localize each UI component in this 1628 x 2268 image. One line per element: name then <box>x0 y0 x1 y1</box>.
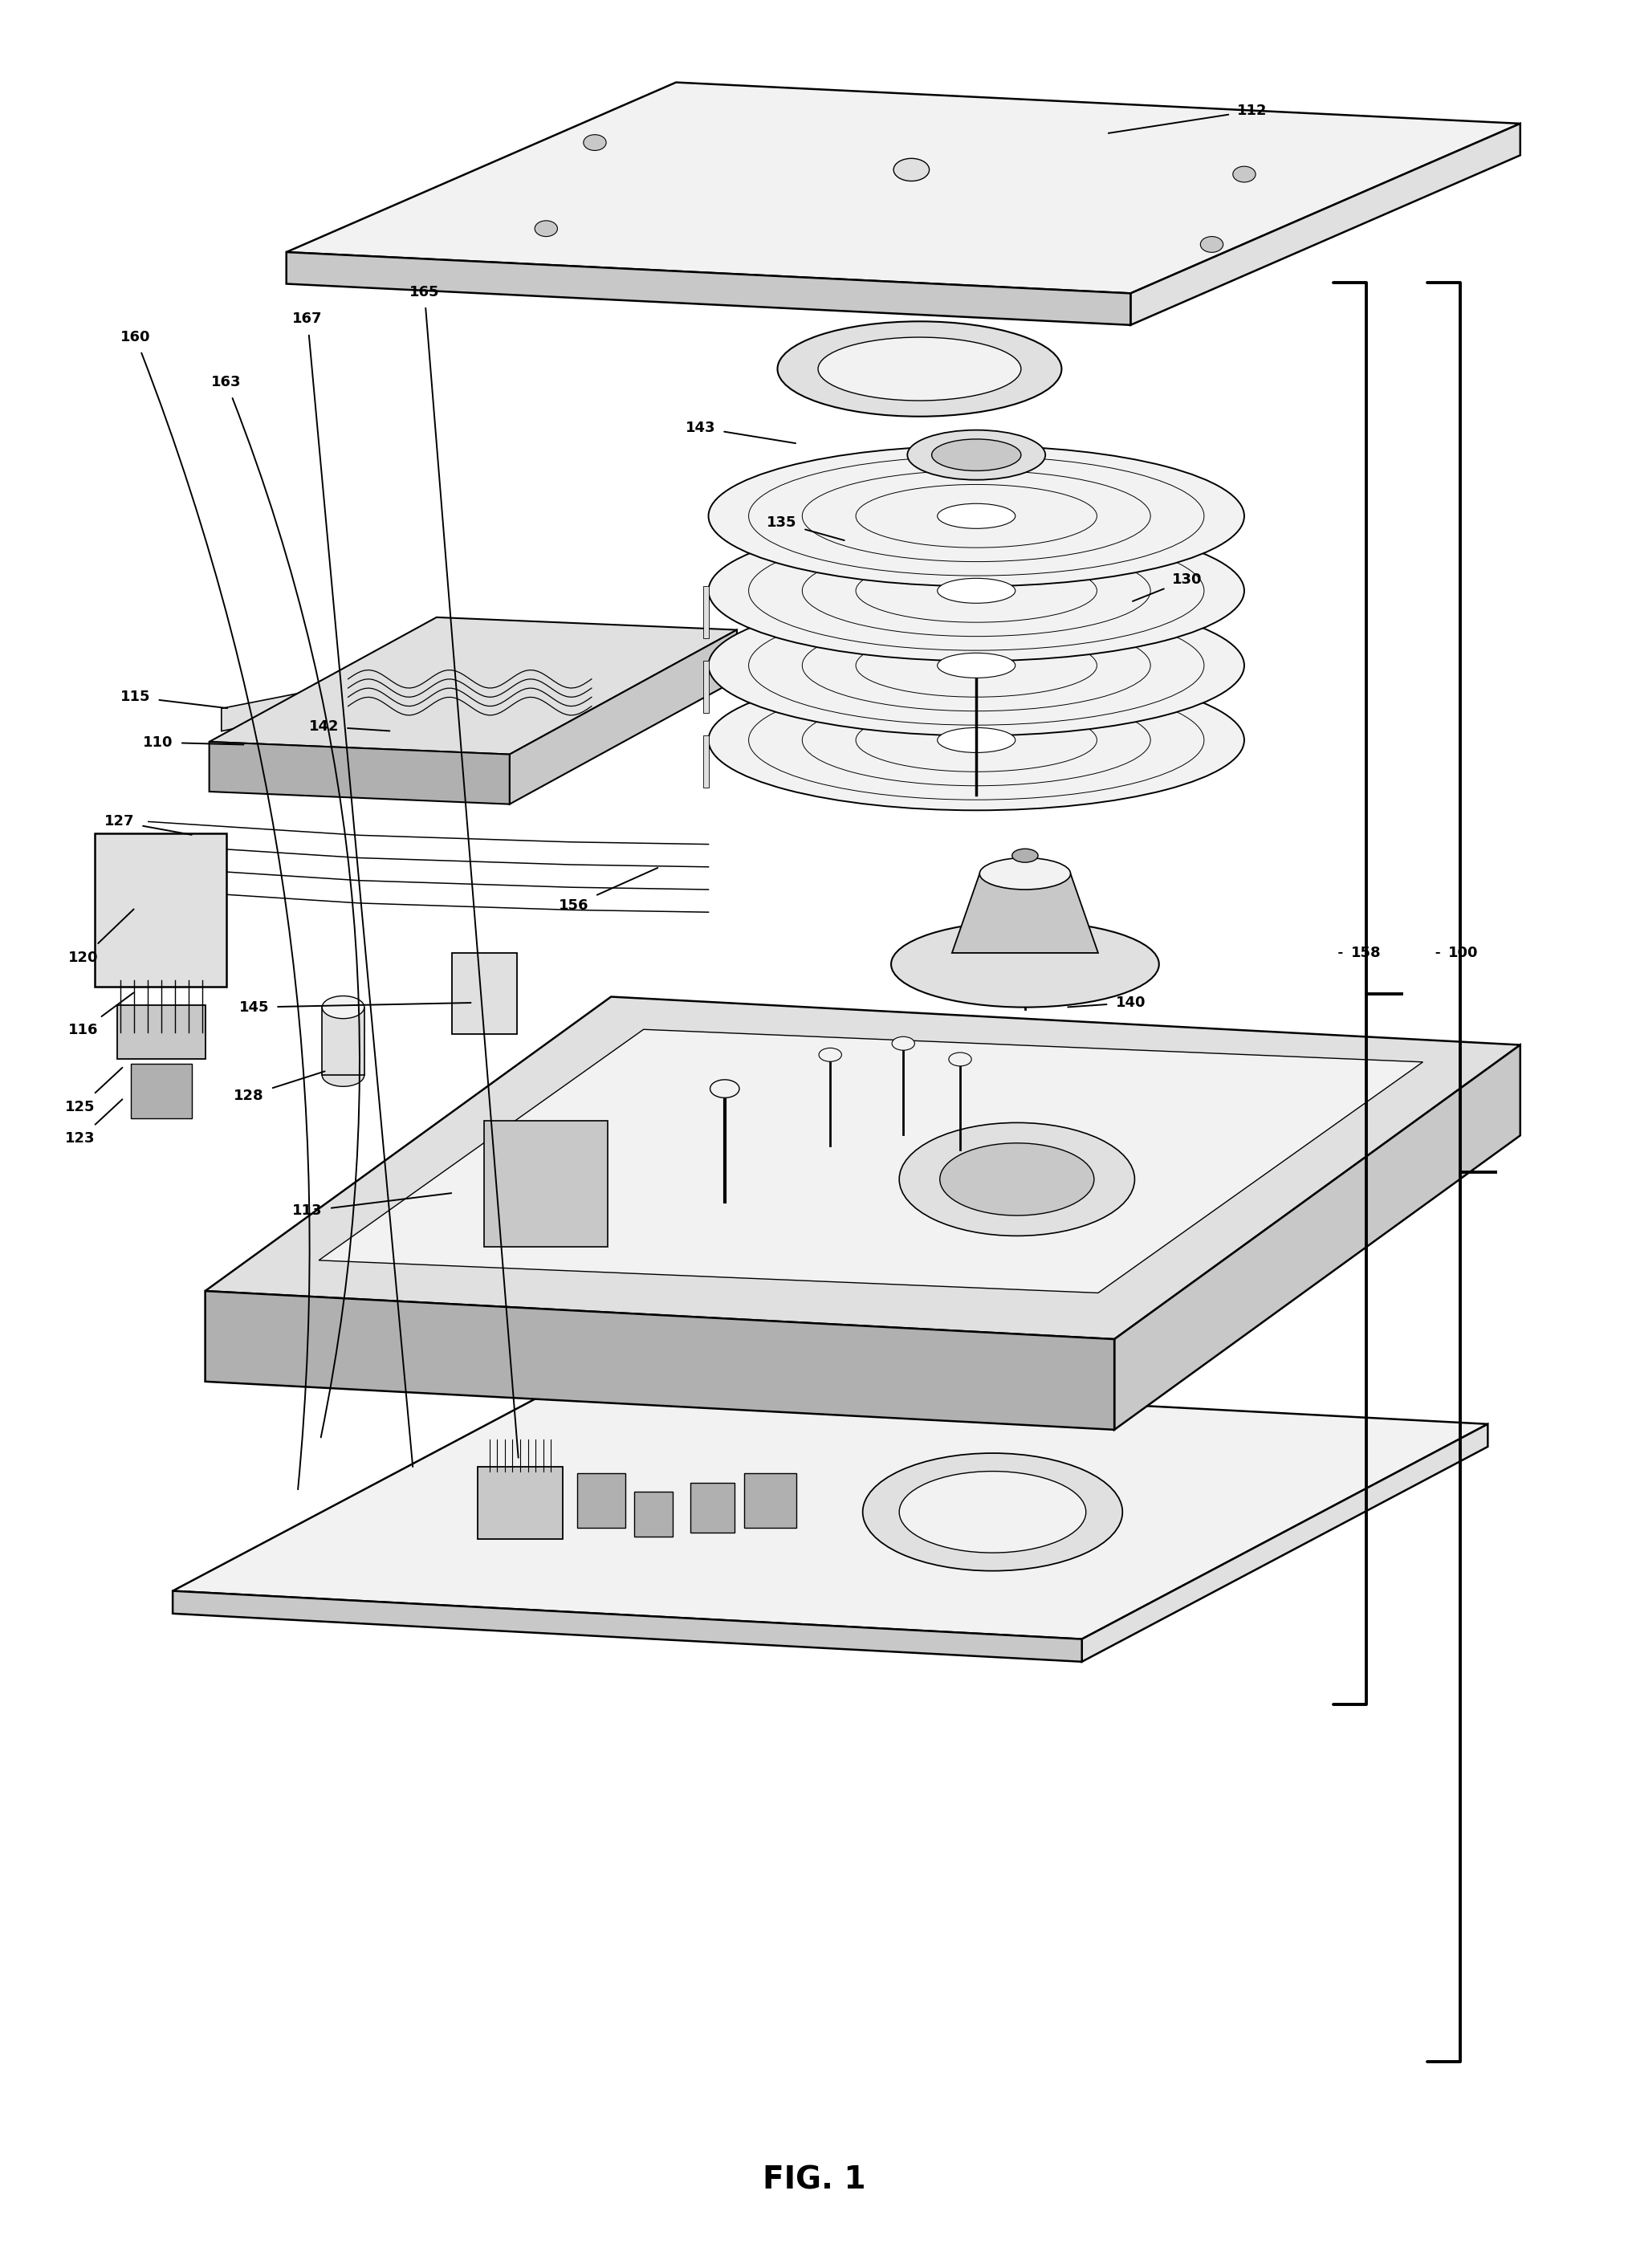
Text: 125: 125 <box>65 1068 122 1114</box>
Ellipse shape <box>708 447 1244 585</box>
Text: 123: 123 <box>65 1100 122 1145</box>
Text: 160: 160 <box>120 331 309 1490</box>
Ellipse shape <box>1200 236 1223 252</box>
FancyBboxPatch shape <box>576 1474 625 1529</box>
FancyBboxPatch shape <box>479 1467 562 1540</box>
Ellipse shape <box>891 921 1159 1007</box>
Ellipse shape <box>938 653 1016 678</box>
Polygon shape <box>319 1030 1423 1293</box>
Text: 165: 165 <box>409 286 518 1458</box>
Ellipse shape <box>710 1080 739 1098</box>
Polygon shape <box>703 735 708 787</box>
Text: 143: 143 <box>685 420 796 442</box>
Ellipse shape <box>1232 166 1255 181</box>
Ellipse shape <box>894 159 930 181</box>
Text: 142: 142 <box>309 719 389 735</box>
Ellipse shape <box>1013 848 1039 862</box>
FancyBboxPatch shape <box>485 1120 607 1247</box>
Text: 158: 158 <box>1338 946 1381 959</box>
Ellipse shape <box>322 996 365 1018</box>
Ellipse shape <box>938 728 1016 753</box>
Polygon shape <box>205 996 1521 1338</box>
Ellipse shape <box>938 578 1016 603</box>
Polygon shape <box>1114 1046 1521 1429</box>
Ellipse shape <box>863 1454 1122 1572</box>
Text: 127: 127 <box>104 814 192 835</box>
Ellipse shape <box>583 134 606 150</box>
Text: 167: 167 <box>293 313 414 1467</box>
Text: 130: 130 <box>1133 572 1203 601</box>
Polygon shape <box>173 1590 1083 1662</box>
Text: 110: 110 <box>143 735 244 751</box>
Text: 163: 163 <box>212 374 360 1438</box>
Ellipse shape <box>819 1048 842 1061</box>
FancyBboxPatch shape <box>633 1492 672 1538</box>
Polygon shape <box>287 82 1521 293</box>
Polygon shape <box>1130 122 1521 324</box>
Bar <box>322 1007 365 1075</box>
Ellipse shape <box>778 322 1061 417</box>
Ellipse shape <box>938 503 1016 528</box>
Ellipse shape <box>817 338 1021 401</box>
Text: 140: 140 <box>1068 996 1146 1009</box>
Text: 100: 100 <box>1436 946 1478 959</box>
FancyBboxPatch shape <box>744 1474 796 1529</box>
Text: 112: 112 <box>1109 104 1268 134</box>
Ellipse shape <box>931 440 1021 472</box>
Polygon shape <box>205 1290 1114 1429</box>
Ellipse shape <box>980 857 1071 889</box>
Polygon shape <box>173 1377 1488 1640</box>
Ellipse shape <box>899 1123 1135 1236</box>
Polygon shape <box>210 617 737 755</box>
Ellipse shape <box>907 431 1045 481</box>
FancyBboxPatch shape <box>117 1005 205 1059</box>
Polygon shape <box>952 873 1099 953</box>
FancyBboxPatch shape <box>453 953 518 1034</box>
Ellipse shape <box>708 669 1244 810</box>
Polygon shape <box>221 680 428 730</box>
Polygon shape <box>287 252 1130 324</box>
Ellipse shape <box>322 1064 365 1086</box>
Ellipse shape <box>939 1143 1094 1216</box>
Ellipse shape <box>708 594 1244 735</box>
Ellipse shape <box>892 1036 915 1050</box>
FancyBboxPatch shape <box>94 832 226 987</box>
Text: 128: 128 <box>234 1070 326 1102</box>
Polygon shape <box>703 660 708 712</box>
Polygon shape <box>510 631 737 805</box>
Text: 116: 116 <box>68 993 133 1036</box>
Polygon shape <box>703 585 708 640</box>
Text: 156: 156 <box>558 869 658 912</box>
Text: 145: 145 <box>239 1000 470 1014</box>
Ellipse shape <box>534 220 557 236</box>
Polygon shape <box>1083 1424 1488 1662</box>
Polygon shape <box>210 742 510 805</box>
Ellipse shape <box>899 1472 1086 1554</box>
Ellipse shape <box>708 522 1244 660</box>
Text: 120: 120 <box>68 909 133 964</box>
FancyBboxPatch shape <box>130 1064 192 1118</box>
Text: 115: 115 <box>120 689 228 708</box>
Text: 135: 135 <box>767 515 845 540</box>
Text: FIG. 1: FIG. 1 <box>762 2164 866 2195</box>
Text: 113: 113 <box>293 1193 451 1218</box>
Ellipse shape <box>949 1052 972 1066</box>
FancyBboxPatch shape <box>690 1483 734 1533</box>
